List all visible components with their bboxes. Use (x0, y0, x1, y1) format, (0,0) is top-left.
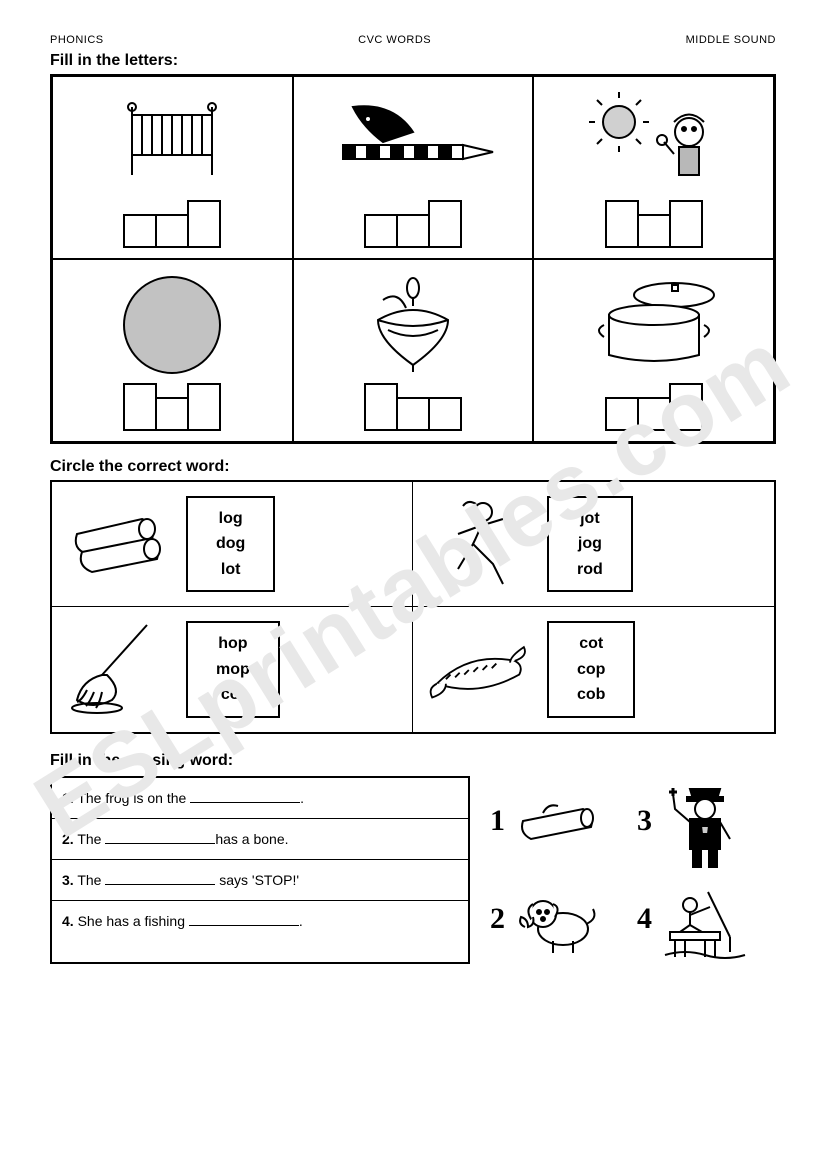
cob-icon (423, 620, 533, 720)
sentence-pre: The (77, 872, 105, 888)
sentence-num: 2. (62, 831, 74, 847)
pot-icon (540, 266, 767, 383)
choice: cob (577, 682, 605, 708)
sentence-post: . (300, 790, 304, 806)
sentence-box: 1. The frog is on the . 2. The has a bon… (50, 776, 470, 964)
section2-grid: log dog lot (50, 480, 776, 734)
section3-images: 1 3 (490, 776, 776, 964)
fishing-icon (660, 874, 750, 964)
s1-cell (293, 259, 534, 442)
mop-icon (62, 620, 172, 720)
sentence-post: . (299, 913, 303, 929)
page-header: PHONICS CVC WORDS MIDDLE SOUND (50, 34, 776, 46)
header-left: PHONICS (50, 34, 104, 46)
header-center: CVC WORDS (358, 34, 431, 46)
letter-boxes[interactable] (123, 383, 221, 431)
choice-box[interactable]: hop mop cot (186, 621, 280, 718)
sentence-post: says 'STOP!' (215, 872, 299, 888)
cop-icon (660, 776, 750, 866)
pic-number: 1 (490, 804, 505, 838)
sentence-row[interactable]: 3. The says 'STOP!' (52, 860, 468, 901)
choice: jog (577, 531, 603, 557)
choice: cot (577, 631, 605, 657)
choice: log (216, 506, 245, 532)
s1-cell (52, 76, 293, 259)
letter-boxes[interactable] (605, 383, 703, 431)
s1-cell (293, 76, 534, 259)
sentence-num: 1. (62, 790, 74, 806)
section1-grid (50, 74, 776, 444)
choice: mop (216, 657, 250, 683)
choice-box[interactable]: log dog lot (186, 496, 275, 593)
choice: cop (577, 657, 605, 683)
letter-boxes[interactable] (123, 200, 221, 248)
s3-imgcell: 2 (490, 874, 629, 964)
letter-boxes[interactable] (605, 200, 703, 248)
choice: dog (216, 531, 245, 557)
choice: jot (577, 506, 603, 532)
sentence-row[interactable]: 1. The frog is on the . (52, 778, 468, 819)
section3-title: Fill in the missing word: (50, 752, 776, 770)
s2-cell: hop mop cot (52, 607, 413, 732)
choice: lot (216, 557, 245, 583)
sentence-pre: The (77, 831, 105, 847)
choice: hop (216, 631, 250, 657)
sentence-post: has a bone. (215, 831, 288, 847)
choice: rod (577, 557, 603, 583)
blank[interactable] (105, 873, 215, 885)
pic-number: 3 (637, 804, 652, 838)
pic-number: 4 (637, 902, 652, 936)
blank[interactable] (189, 914, 299, 926)
sentence-pre: She has a fishing (78, 913, 189, 929)
s2-cell: cot cop cob (413, 607, 774, 732)
hot-icon (540, 83, 767, 200)
section2-title: Circle the correct word: (50, 458, 776, 476)
letter-boxes[interactable] (364, 200, 462, 248)
jog-icon (423, 494, 533, 594)
s1-cell (52, 259, 293, 442)
top-icon (300, 266, 527, 383)
s1-cell (533, 76, 774, 259)
blank[interactable] (190, 791, 300, 803)
cot-icon (59, 83, 286, 200)
s2-cell: log dog lot (52, 482, 413, 607)
s1-cell (533, 259, 774, 442)
section1-title: Fill in the letters: (50, 52, 776, 70)
sentence-row[interactable]: 2. The has a bone. (52, 819, 468, 860)
s3-imgcell: 4 (637, 874, 776, 964)
letter-boxes[interactable] (364, 383, 462, 431)
sentence-row[interactable]: 4. She has a fishing . (52, 901, 468, 941)
choice-box[interactable]: jot jog rod (547, 496, 633, 593)
log2-icon (513, 776, 603, 866)
dot-icon (59, 266, 286, 383)
pic-number: 2 (490, 902, 505, 936)
s3-imgcell: 3 (637, 776, 776, 866)
log-icon (62, 494, 172, 594)
sentence-pre: The frog is on the (77, 790, 190, 806)
blank[interactable] (105, 832, 215, 844)
choice: cot (216, 682, 250, 708)
s2-cell: jot jog rod (413, 482, 774, 607)
header-right: MIDDLE SOUND (686, 34, 776, 46)
section3-wrap: 1. The frog is on the . 2. The has a bon… (50, 776, 776, 964)
sentence-num: 3. (62, 872, 74, 888)
rod-icon (300, 83, 527, 200)
sentence-num: 4. (62, 913, 74, 929)
s3-imgcell: 1 (490, 776, 629, 866)
choice-box[interactable]: cot cop cob (547, 621, 635, 718)
dog-icon (513, 874, 603, 964)
